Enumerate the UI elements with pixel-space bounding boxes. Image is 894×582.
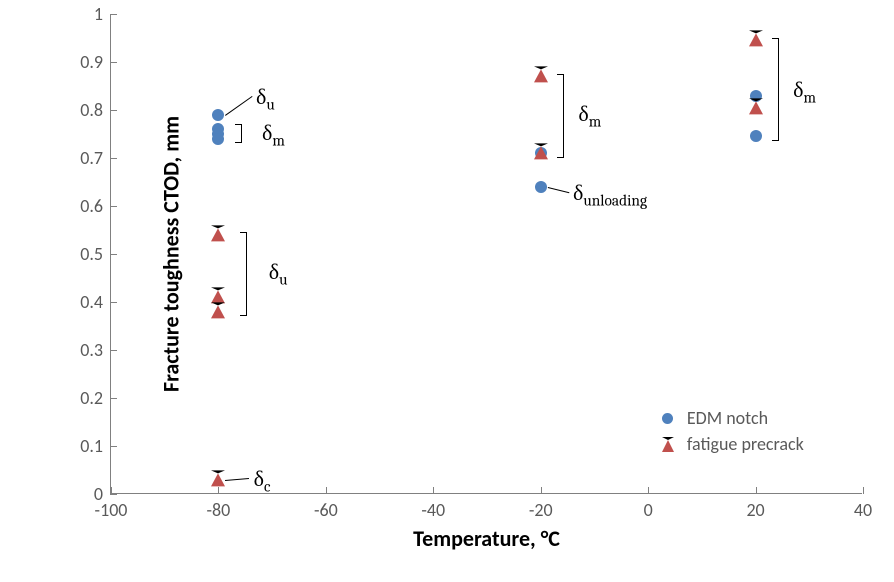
bracket — [557, 74, 564, 158]
y-tick — [110, 110, 117, 111]
y-tick-label: 0.5 — [80, 243, 103, 265]
y-axis-title: Fracture toughness CTOD, mm — [158, 116, 185, 392]
annotation-dc: δc — [254, 466, 271, 492]
x-tick-label: -40 — [421, 499, 445, 521]
x-tick — [433, 487, 434, 494]
y-tick-label: 0.8 — [80, 99, 103, 121]
x-axis-title: Temperature, °C — [413, 525, 560, 552]
edm-notch-point — [212, 109, 224, 121]
y-tick-label: 0.1 — [80, 435, 103, 457]
annotation-du_top: δu — [256, 84, 275, 110]
x-tick-label: 40 — [854, 499, 872, 521]
x-tick-label: -60 — [314, 499, 338, 521]
x-tick-label: 20 — [746, 499, 764, 521]
x-tick — [863, 487, 864, 494]
y-tick-label: 0 — [94, 483, 103, 505]
y-tick — [110, 14, 117, 15]
edm-notch-point — [535, 181, 547, 193]
y-tick — [110, 494, 117, 495]
legend-label: EDM notch — [687, 407, 768, 429]
scatter-chart: Temperature, °C Fracture toughness CTOD,… — [0, 0, 894, 582]
legend-item: fatigue precrack — [659, 431, 804, 457]
fatigue-precrack-point — [211, 302, 225, 318]
circle-icon — [659, 413, 677, 424]
annotation-du_mid: δu — [269, 259, 288, 285]
y-tick — [110, 302, 117, 303]
edm-notch-point — [212, 133, 224, 145]
fatigue-precrack-point — [749, 31, 763, 47]
annotation-dm_left: δm — [262, 120, 285, 146]
x-tick — [648, 487, 649, 494]
y-tick-label: 0.3 — [80, 339, 103, 361]
leader-line — [547, 187, 568, 193]
x-tick — [218, 487, 219, 494]
annotation-dm_center: δm — [578, 101, 601, 127]
x-tick — [541, 487, 542, 494]
x-tick — [326, 487, 327, 494]
y-tick-label: 0.9 — [80, 51, 103, 73]
x-tick — [111, 487, 112, 494]
y-tick — [110, 62, 117, 63]
annotation-dunload: δunloading — [573, 180, 647, 206]
bracket — [240, 232, 247, 316]
fatigue-precrack-point — [534, 67, 548, 83]
y-tick-label: 0.4 — [80, 291, 103, 313]
x-tick-label: -80 — [207, 499, 231, 521]
leader-line — [225, 96, 252, 116]
y-tick — [110, 446, 117, 447]
triangle-icon — [659, 437, 677, 452]
bracket — [772, 38, 779, 141]
y-tick-label: 0.6 — [80, 195, 103, 217]
legend-label: fatigue precrack — [687, 433, 804, 455]
y-tick-label: 1 — [94, 3, 103, 25]
x-tick-label: 0 — [644, 499, 653, 521]
x-tick-label: -20 — [529, 499, 553, 521]
legend: EDM notch fatigue precrack — [659, 405, 804, 457]
fatigue-precrack-point — [211, 470, 225, 486]
y-tick — [110, 206, 117, 207]
leader-line — [225, 478, 249, 481]
y-tick — [110, 158, 117, 159]
x-tick — [756, 487, 757, 494]
plot-area: Temperature, °C Fracture toughness CTOD,… — [110, 14, 862, 494]
y-tick — [110, 350, 117, 351]
y-tick-label: 0.7 — [80, 147, 103, 169]
bracket — [235, 124, 242, 143]
legend-item: EDM notch — [659, 405, 804, 431]
annotation-dm_right: δm — [793, 77, 816, 103]
edm-notch-point — [750, 130, 762, 142]
y-tick — [110, 398, 117, 399]
y-tick — [110, 254, 117, 255]
fatigue-precrack-point — [534, 144, 548, 160]
fatigue-precrack-point — [749, 98, 763, 114]
fatigue-precrack-point — [211, 225, 225, 241]
y-tick-label: 0.2 — [80, 387, 103, 409]
